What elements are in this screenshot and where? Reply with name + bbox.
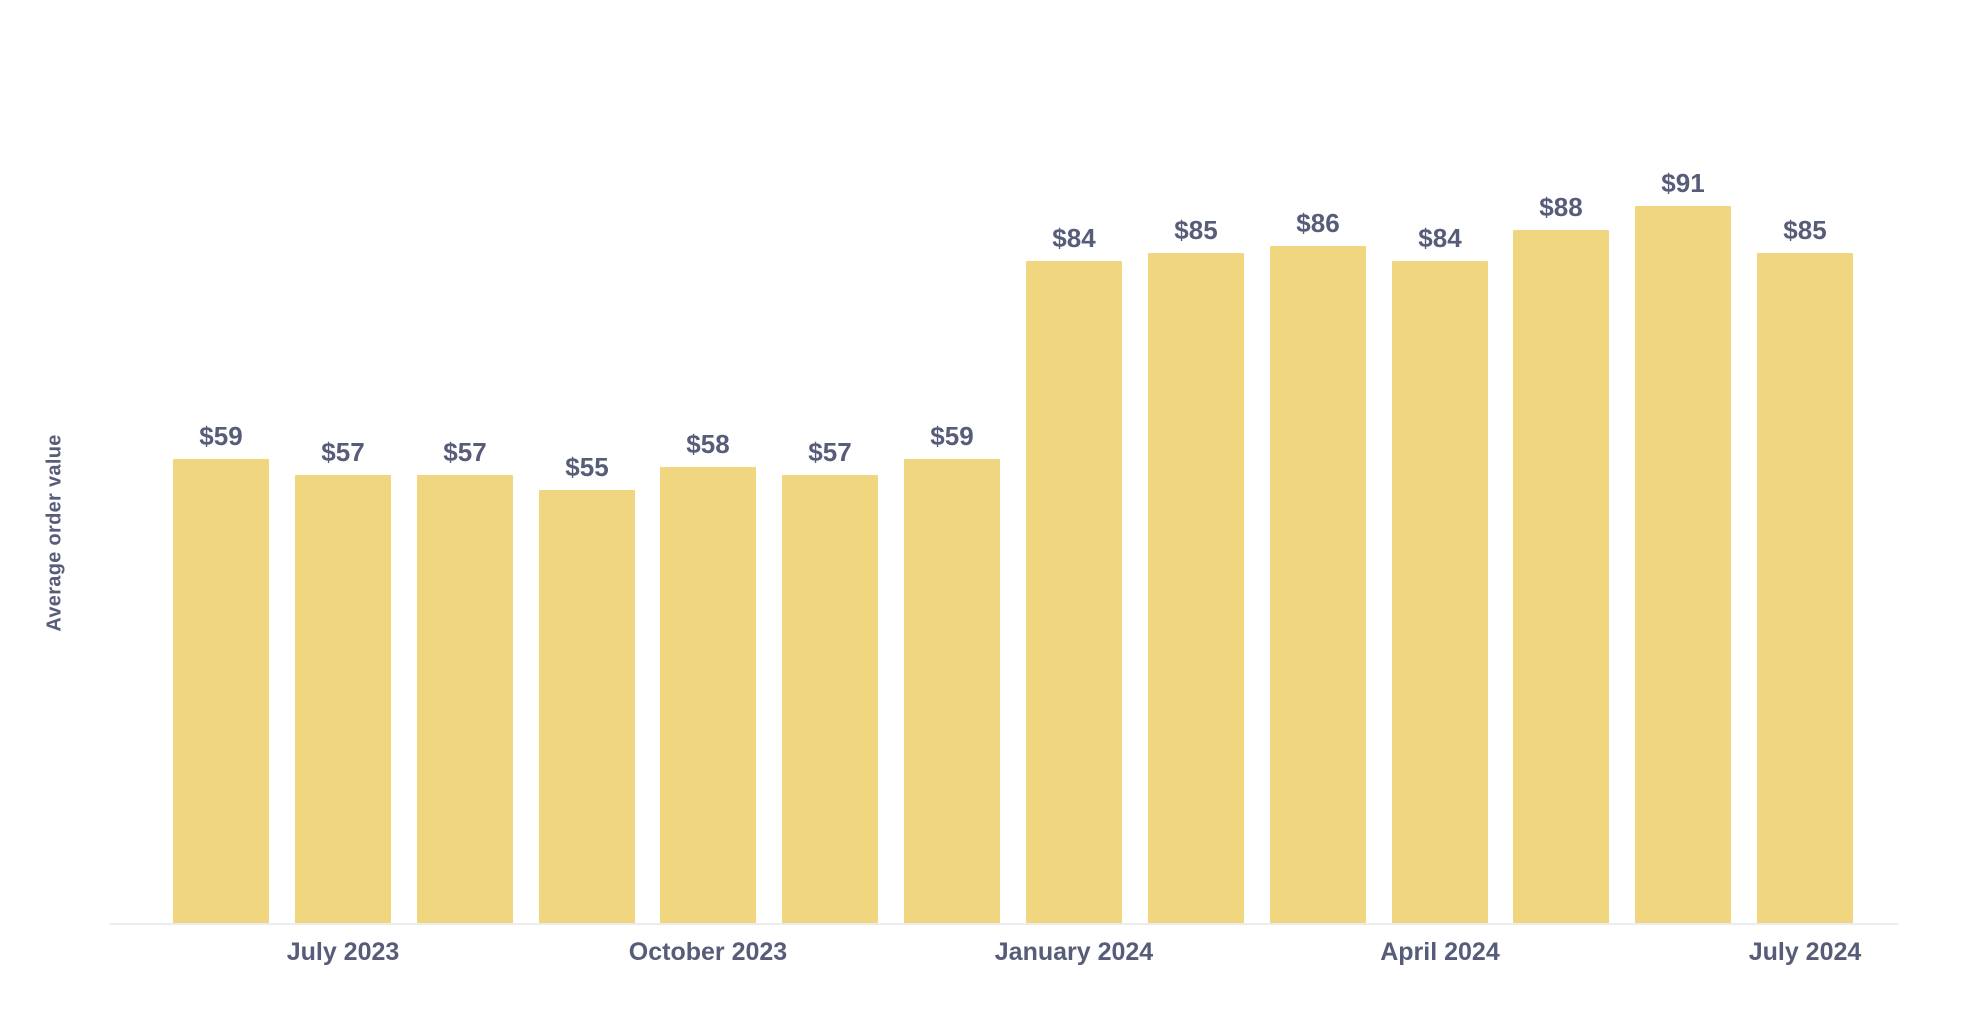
x-axis-tick-label: October 2023 [628,938,788,966]
bar [1635,206,1731,925]
bar-value-label: $84 [1052,223,1096,253]
bar [1513,230,1609,925]
bar [1757,253,1853,925]
bar-value-label: $55 [565,452,609,482]
x-axis-tick-label: July 2023 [286,938,400,966]
bar [1148,253,1244,925]
bar [782,475,878,925]
bar [1026,261,1122,925]
bar [173,459,269,925]
x-axis-tick-label: January 2024 [994,938,1154,966]
x-axis-line [110,923,1898,925]
bar-value-label: $84 [1418,223,1462,253]
x-axis-tick-label: July 2024 [1748,938,1862,966]
bar-value-label: $85 [1174,215,1218,245]
bar-value-label: $86 [1296,208,1340,238]
bar-value-label: $59 [199,421,243,451]
bar-value-label: $58 [686,429,730,459]
y-axis-title: Average order value [43,434,66,632]
bar-value-label: $88 [1539,192,1583,222]
bar [904,459,1000,925]
x-axis-tick-label: April 2024 [1380,938,1500,966]
bar-value-label: $59 [930,421,974,451]
bar [1270,246,1366,925]
bar [660,467,756,925]
bar [1392,261,1488,925]
bar-value-label: $57 [321,437,365,467]
bar-value-label: $85 [1783,215,1827,245]
bar-value-label: $57 [443,437,487,467]
bar [417,475,513,925]
bar-value-label: $91 [1661,168,1705,198]
bar [539,490,635,925]
bar [295,475,391,925]
bar-value-label: $57 [808,437,852,467]
